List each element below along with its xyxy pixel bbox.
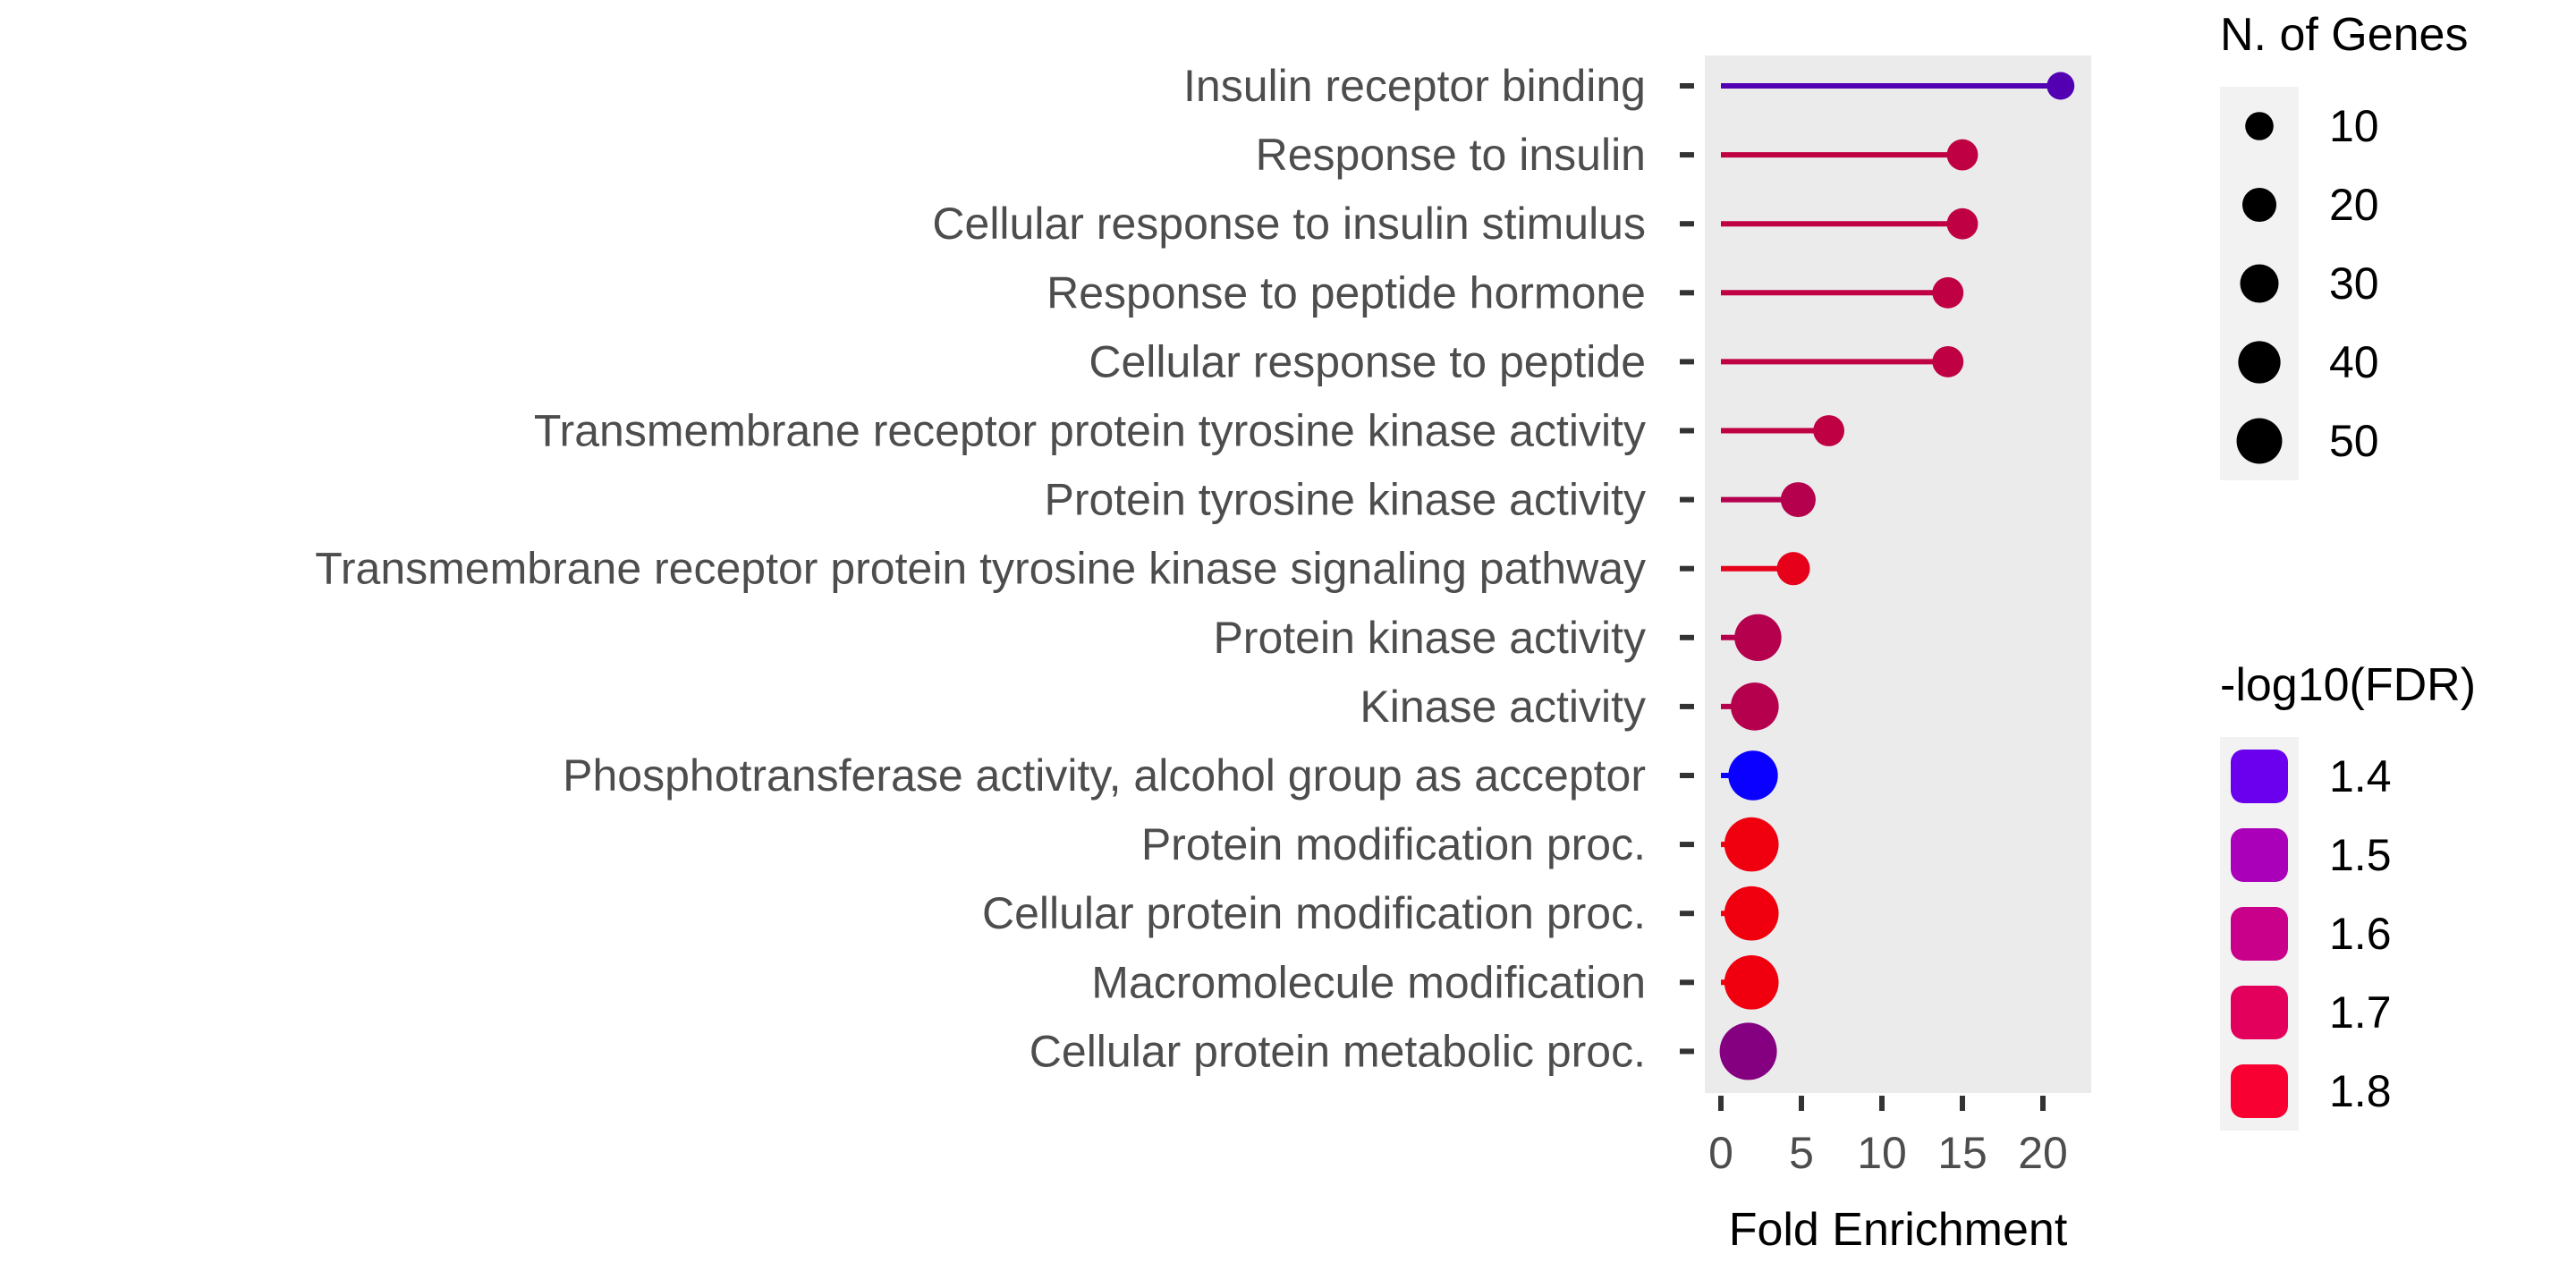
category-label: Cellular response to insulin stimulus (932, 199, 1646, 249)
color-legend-key (2231, 1064, 2288, 1118)
category-label: Transmembrane receptor protein tyrosine … (315, 544, 1646, 594)
size-legend-key (2240, 264, 2279, 303)
x-tick-label: 15 (1937, 1128, 1987, 1178)
lollipop-point (1780, 482, 1816, 518)
size-legend-label: 50 (2329, 416, 2379, 466)
x-tick-label: 5 (1789, 1128, 1814, 1178)
color-legend-key (2231, 907, 2288, 961)
category-label: Cellular protein metabolic proc. (1030, 1026, 1646, 1076)
category-label: Transmembrane receptor protein tyrosine … (534, 406, 1646, 456)
category-label: Protein tyrosine kinase activity (1044, 475, 1646, 525)
color-legend-title: -log10(FDR) (2220, 659, 2476, 711)
lollipop-points (1719, 72, 2075, 1080)
category-label: Phosphotransferase activity, alcohol gro… (563, 750, 1646, 801)
color-legend-key (2231, 986, 2288, 1039)
category-label: Macromolecule modification (1091, 957, 1646, 1007)
size-legend-key (2238, 341, 2281, 384)
lollipop-point (1946, 139, 1979, 171)
category-labels: Insulin receptor binding Response to insu… (315, 61, 1646, 1076)
category-label: Protein modification proc. (1141, 819, 1646, 869)
category-label: Response to peptide hormone (1046, 267, 1646, 318)
size-legend-key (2241, 187, 2277, 223)
size-legend-key (2245, 112, 2274, 140)
color-legend-label: 1.4 (2329, 751, 2392, 801)
x-tick-label: 0 (1708, 1128, 1733, 1178)
color-legend-label: 1.5 (2329, 830, 2392, 880)
color-legend: -log10(FDR) 1.4 1.5 1.6 1.7 1.8 (2220, 659, 2476, 1131)
lollipop-point (1776, 552, 1810, 586)
lollipop-point (1734, 614, 1782, 662)
x-axis-title: Fold Enrichment (1729, 1204, 2068, 1256)
lollipop-point (1813, 415, 1845, 446)
size-legend-label: 40 (2329, 337, 2379, 387)
size-legend-title: N. of Genes (2220, 9, 2468, 61)
category-label: Cellular response to peptide (1089, 336, 1646, 386)
lollipop-point (2046, 72, 2075, 100)
color-legend-label: 1.7 (2329, 987, 2392, 1038)
lollipop-point (1724, 954, 1779, 1010)
lollipop-point (1932, 345, 1964, 377)
x-tick-label: 20 (2018, 1128, 2068, 1178)
color-legend-key (2231, 828, 2288, 882)
size-legend-label: 20 (2329, 180, 2379, 230)
x-tick-label: 10 (1857, 1128, 1907, 1178)
color-legend-label: 1.6 (2329, 909, 2392, 959)
category-label: Protein kinase activity (1213, 613, 1646, 663)
size-legend-label: 10 (2329, 101, 2379, 151)
size-legend-label: 30 (2329, 258, 2379, 309)
lollipop-point (1932, 276, 1964, 309)
category-label: Cellular protein modification proc. (982, 888, 1646, 938)
color-legend-label: 1.8 (2329, 1066, 2392, 1116)
category-label: Insulin receptor binding (1183, 61, 1646, 111)
lollipop-point (1719, 1022, 1777, 1080)
lollipop-point (1730, 682, 1779, 731)
category-label: Kinase activity (1360, 682, 1646, 732)
lollipop-point (1946, 208, 1979, 240)
color-legend-key (2231, 750, 2288, 803)
x-axis: 0 5 10 15 20 (1708, 1096, 2068, 1178)
category-ticks (1680, 83, 1694, 1055)
lollipop-point (1724, 817, 1779, 872)
size-legend: N. of Genes 10 20 30 40 50 (2220, 9, 2468, 480)
category-label: Response to insulin (1256, 130, 1646, 180)
lollipop-point (1724, 886, 1779, 941)
size-legend-key (2236, 418, 2283, 464)
lollipop-point (1728, 750, 1778, 801)
